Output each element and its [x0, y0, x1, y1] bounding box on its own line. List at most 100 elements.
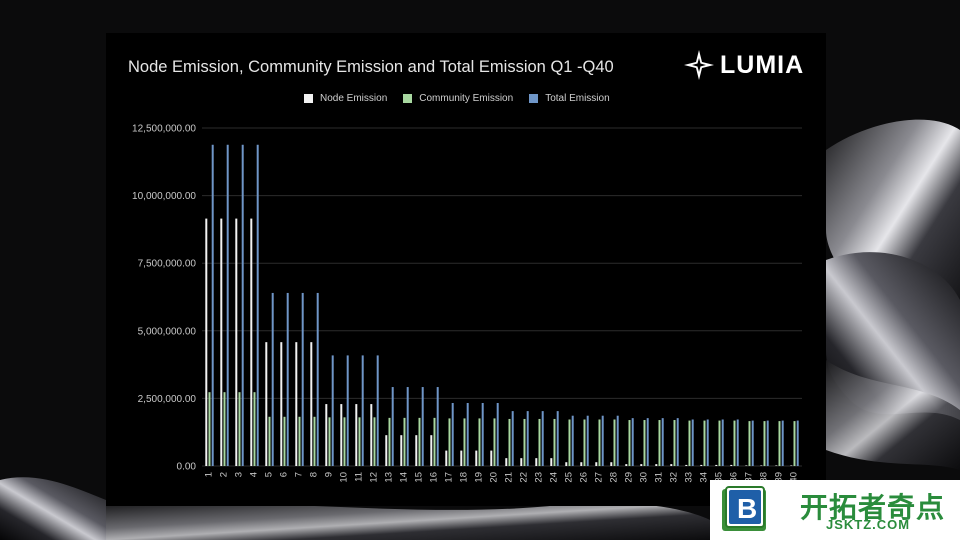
bar-total-emission [256, 144, 259, 466]
watermark-domain-text: JSKTZ.COM [826, 517, 911, 532]
bar-community-emission [763, 421, 766, 466]
x-tick-label: 7 [294, 472, 305, 477]
bar-community-emission [748, 421, 751, 466]
bar-community-emission [238, 392, 241, 466]
bar-total-emission [391, 387, 394, 466]
bar-community-emission [538, 418, 541, 466]
bar-total-emission [766, 420, 769, 466]
bar-community-emission [208, 392, 211, 466]
bar-node-emission [460, 450, 463, 466]
x-tick-label: 10 [339, 472, 350, 483]
x-tick-label: 4 [249, 472, 260, 477]
x-tick-label: 17 [444, 472, 455, 483]
bar-node-emission [610, 462, 613, 466]
bar-community-emission [388, 417, 391, 466]
bar-node-emission [340, 404, 343, 466]
bar-node-emission [655, 464, 658, 466]
bar-node-emission [640, 464, 643, 466]
legend-swatch-node [304, 94, 313, 103]
x-tick-label: 13 [384, 472, 395, 483]
x-tick-label: 1 [204, 472, 215, 477]
bar-total-emission [271, 292, 274, 466]
x-tick-label: 31 [654, 472, 665, 483]
bar-community-emission [478, 418, 481, 466]
bar-community-emission [673, 420, 676, 466]
bar-community-emission [418, 417, 421, 466]
x-tick-label: 15 [414, 472, 425, 483]
bar-node-emission [235, 218, 238, 466]
x-tick-label: 32 [669, 472, 680, 483]
x-tick-label: 35 [714, 472, 725, 483]
bar-node-emission [520, 458, 523, 466]
bar-community-emission [643, 420, 646, 466]
bar-total-emission [211, 144, 214, 466]
bar-community-emission [688, 420, 691, 466]
bar-total-emission [226, 144, 229, 466]
bar-node-emission [760, 465, 763, 466]
x-tick-label: 11 [354, 472, 365, 482]
x-tick-label: 26 [579, 472, 590, 483]
bar-community-emission [583, 419, 586, 466]
legend-item-community: Community Emission [403, 93, 513, 104]
watermark-chinese-text: 开拓者奇点 [800, 491, 946, 524]
x-tick-label: 6 [279, 472, 290, 477]
y-tick-label: 7,500,000.00 [138, 259, 197, 270]
bar-node-emission [325, 404, 328, 466]
y-tick-label: 5,000,000.00 [138, 326, 197, 337]
bar-total-emission [541, 411, 544, 466]
bar-total-emission [616, 415, 619, 466]
bar-node-emission [295, 342, 298, 466]
bar-total-emission [421, 387, 424, 466]
bar-node-emission [385, 435, 388, 466]
bar-node-emission [700, 464, 703, 466]
bar-node-emission [745, 465, 748, 466]
bar-total-emission [706, 419, 709, 466]
bar-total-emission [736, 419, 739, 466]
bar-node-emission [505, 458, 508, 466]
bar-community-emission [568, 419, 571, 466]
bar-node-emission [730, 464, 733, 466]
bar-community-emission [658, 420, 661, 466]
bar-node-emission [595, 462, 598, 466]
bar-total-emission [301, 292, 304, 466]
x-tick-label: 14 [399, 472, 410, 483]
bar-community-emission [403, 417, 406, 466]
bar-node-emission [250, 218, 253, 466]
bar-total-emission [376, 355, 379, 466]
x-tick-label: 23 [534, 472, 545, 483]
x-tick-label: 19 [474, 472, 485, 483]
bar-node-emission [535, 458, 538, 466]
bar-total-emission [331, 355, 334, 466]
bar-total-emission [496, 402, 499, 466]
bar-community-emission [313, 416, 316, 466]
bar-total-emission [646, 418, 649, 466]
bar-community-emission [448, 418, 451, 466]
x-tick-label: 28 [609, 472, 620, 483]
bar-total-emission [571, 415, 574, 466]
bar-total-emission [346, 355, 349, 466]
bar-node-emission [565, 462, 568, 466]
legend-swatch-total [529, 94, 539, 103]
bar-node-emission [670, 464, 673, 466]
x-tick-label: 30 [639, 472, 650, 483]
bar-total-emission [436, 387, 439, 466]
bar-node-emission [790, 465, 793, 466]
bar-total-emission [511, 411, 514, 466]
bar-node-emission [370, 404, 373, 466]
bar-community-emission [613, 419, 616, 466]
bar-total-emission [586, 415, 589, 466]
bar-total-emission [631, 418, 634, 466]
bar-community-emission [268, 416, 271, 466]
x-tick-label: 25 [564, 472, 575, 483]
bar-node-emission [265, 342, 268, 466]
bar-total-emission [466, 402, 469, 466]
bar-community-emission [793, 421, 796, 466]
bar-node-emission [415, 435, 418, 466]
bar-node-emission [775, 465, 778, 466]
bar-node-emission [475, 450, 478, 466]
bar-community-emission [223, 392, 226, 466]
x-tick-label: 20 [489, 472, 500, 483]
bar-community-emission [778, 421, 781, 466]
x-tick-label: 40 [789, 472, 800, 483]
